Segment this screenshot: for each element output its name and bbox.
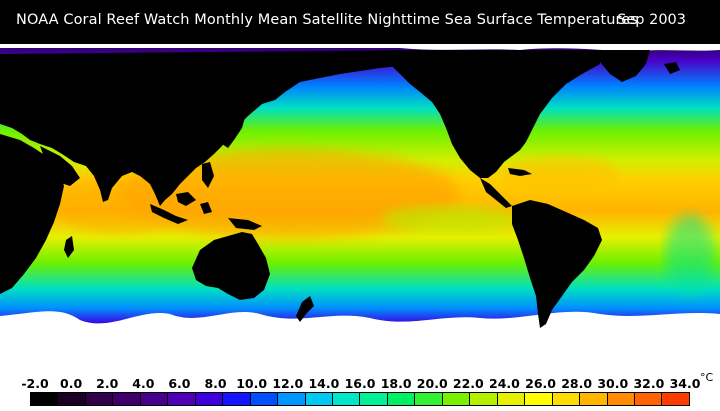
legend-swatch <box>140 393 169 405</box>
philippines-islands <box>202 162 214 188</box>
gulf-warm <box>500 156 620 192</box>
south-america-landmass <box>512 200 602 328</box>
legend-swatch <box>332 393 361 405</box>
legend-tick-label: 28.0 <box>561 376 593 391</box>
legend-tick-label: 16.0 <box>344 376 376 391</box>
arctic-ice <box>0 44 720 52</box>
legend-tick-label: 8.0 <box>204 376 227 391</box>
australia-landmass <box>192 232 270 300</box>
indonesia-islands <box>150 192 212 224</box>
map-title: NOAA Coral Reef Watch Monthly Mean Satel… <box>16 12 638 28</box>
central-america-landmass <box>480 178 512 208</box>
legend-swatch <box>415 393 443 405</box>
legend-tick-label: 12.0 <box>272 376 304 391</box>
legend-swatch <box>85 393 114 405</box>
legend-swatch <box>195 393 224 405</box>
cold-tongue-pacific <box>380 205 520 233</box>
legend-tick-label: -2.0 <box>21 376 49 391</box>
legend-swatch <box>387 393 416 405</box>
madagascar-island <box>64 236 74 258</box>
legend-swatch <box>442 393 471 405</box>
legend-tick-label: 14.0 <box>308 376 340 391</box>
benguela-cool <box>665 214 715 294</box>
legend-swatch <box>552 393 581 405</box>
ocean-layer <box>0 44 720 366</box>
legend-tick-label: 22.0 <box>452 376 484 391</box>
north-america-landmass <box>390 50 600 178</box>
legend-tick-label: 2.0 <box>96 376 119 391</box>
legend-swatch <box>470 393 498 405</box>
legend-swatch <box>223 393 251 405</box>
new-guinea-island <box>228 218 262 230</box>
map-date: Sep 2003 <box>617 12 686 28</box>
legend-swatch <box>497 393 526 405</box>
legend-tick-label: 10.0 <box>236 376 268 391</box>
color-legend: -2.0 0.0 2.0 4.0 6.0 8.0 10.0 12.0 14.0 16.0 18.0 2… <box>0 366 720 411</box>
legend-tick-label: 4.0 <box>132 376 155 391</box>
legend-tick-label: 30.0 <box>597 376 629 391</box>
legend-swatch <box>305 393 333 405</box>
legend-tick-label: 18.0 <box>380 376 412 391</box>
legend-tick-label: 26.0 <box>525 376 556 391</box>
eurasia-landmass <box>0 50 420 206</box>
legend-tick-label: 6.0 <box>168 376 191 391</box>
legend-swatch <box>360 393 388 405</box>
legend-swatch <box>31 393 59 405</box>
legend-swatch <box>250 393 279 405</box>
legend-tick-label: 20.0 <box>416 376 448 391</box>
new-zealand-islands <box>296 296 314 322</box>
title-bar: NOAA Coral Reef Watch Monthly Mean Satel… <box>0 0 720 44</box>
legend-swatch <box>58 393 86 405</box>
legend-swatch <box>580 393 608 405</box>
legend-colorbar <box>30 392 690 406</box>
legend-ticks: -2.0 0.0 2.0 4.0 6.0 8.0 10.0 12.0 14.0 16.0 18.0 2… <box>0 376 720 394</box>
africa-landmass <box>0 134 64 294</box>
legend-swatch <box>168 393 196 405</box>
legend-swatch <box>634 393 663 405</box>
legend-tick-label: 34.0 <box>669 376 701 391</box>
legend-tick-label: 32.0 <box>633 376 665 391</box>
arabia-landmass <box>40 146 80 186</box>
legend-swatch <box>662 393 689 405</box>
legend-swatch <box>607 393 635 405</box>
legend-swatch <box>525 393 553 405</box>
iceland-island <box>664 62 680 74</box>
legend-tick-label: 0.0 <box>60 376 83 391</box>
legend-swatch <box>113 393 141 405</box>
cuba-island <box>508 168 532 176</box>
legend-unit: °C <box>700 371 714 384</box>
japan-islands <box>222 104 246 148</box>
legend-swatch <box>278 393 306 405</box>
land-layer <box>0 50 680 328</box>
sst-map <box>0 44 720 366</box>
legend-tick-label: 24.0 <box>489 376 520 391</box>
greenland-landmass <box>598 50 650 82</box>
